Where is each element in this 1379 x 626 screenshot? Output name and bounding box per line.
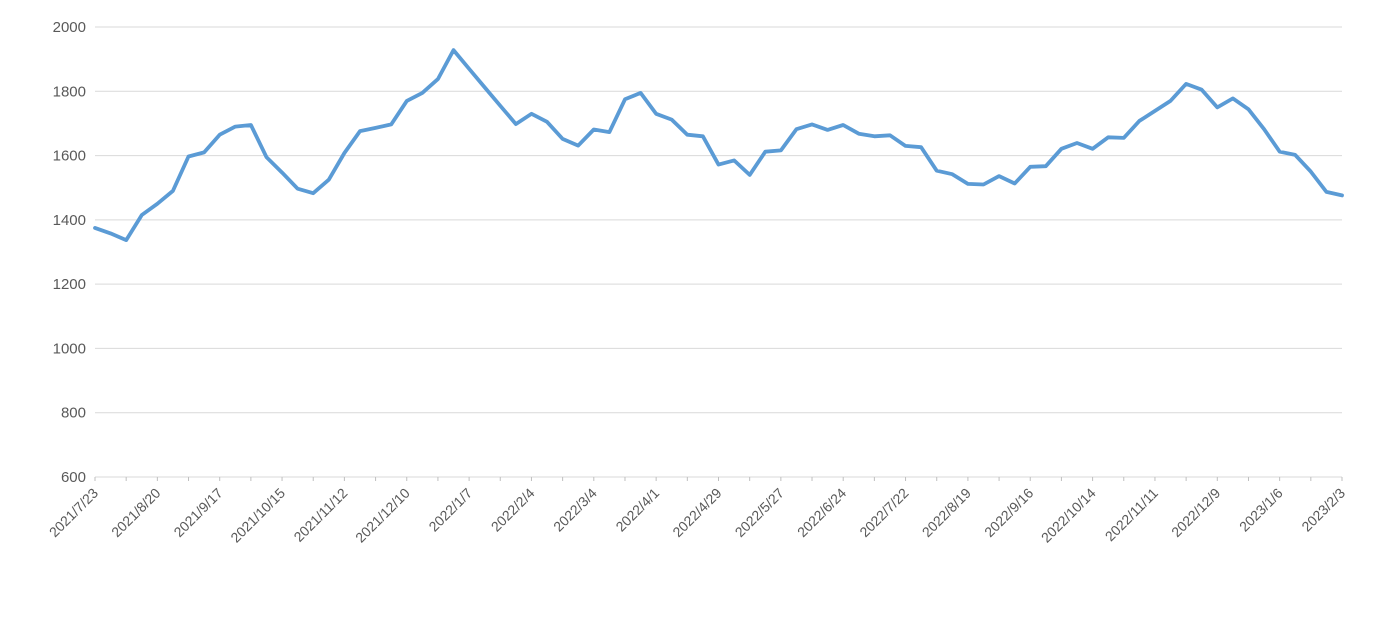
- x-axis-label: 2022/5/27: [732, 485, 788, 541]
- y-axis-label: 600: [61, 469, 86, 486]
- x-axis-label: 2022/11/11: [1102, 485, 1162, 545]
- y-axis-label: 1800: [53, 83, 86, 100]
- x-axis-label: 2022/12/9: [1168, 485, 1224, 541]
- y-axis-label: 1000: [53, 340, 86, 357]
- x-axis-label: 2021/9/17: [170, 485, 226, 541]
- x-axis-label: 2022/4/1: [612, 485, 662, 535]
- x-axis-label: 2022/4/29: [669, 485, 725, 541]
- y-axis-label: 800: [61, 405, 86, 422]
- x-axis-label: 2022/10/14: [1038, 485, 1099, 546]
- y-axis-label: 1400: [53, 212, 86, 229]
- x-axis-label: 2022/6/24: [794, 485, 850, 541]
- x-axis-label: 2021/12/10: [352, 485, 413, 546]
- x-axis-label: 2022/7/22: [856, 485, 912, 541]
- x-axis-label: 2021/10/15: [227, 485, 288, 546]
- y-axis-label: 2000: [53, 19, 86, 36]
- x-axis-label: 2023/2/3: [1298, 485, 1348, 535]
- data-series-line: [93, 48, 1344, 243]
- x-axis-label: 2021/8/20: [108, 485, 164, 541]
- x-axis-label: 2022/2/4: [488, 485, 538, 535]
- x-axis-label: 2021/11/12: [290, 485, 350, 545]
- x-axis-label: 2022/1/7: [425, 485, 475, 535]
- x-axis-label: 2022/8/19: [919, 485, 975, 541]
- x-axis-label: 2022/3/4: [550, 485, 600, 535]
- x-axis-label: 2021/7/23: [46, 485, 102, 541]
- y-axis-label: 1200: [53, 276, 86, 293]
- x-axis-label: 2023/1/6: [1236, 485, 1286, 535]
- y-axis-label: 1600: [53, 148, 86, 165]
- x-axis-label: 2022/9/16: [981, 485, 1037, 541]
